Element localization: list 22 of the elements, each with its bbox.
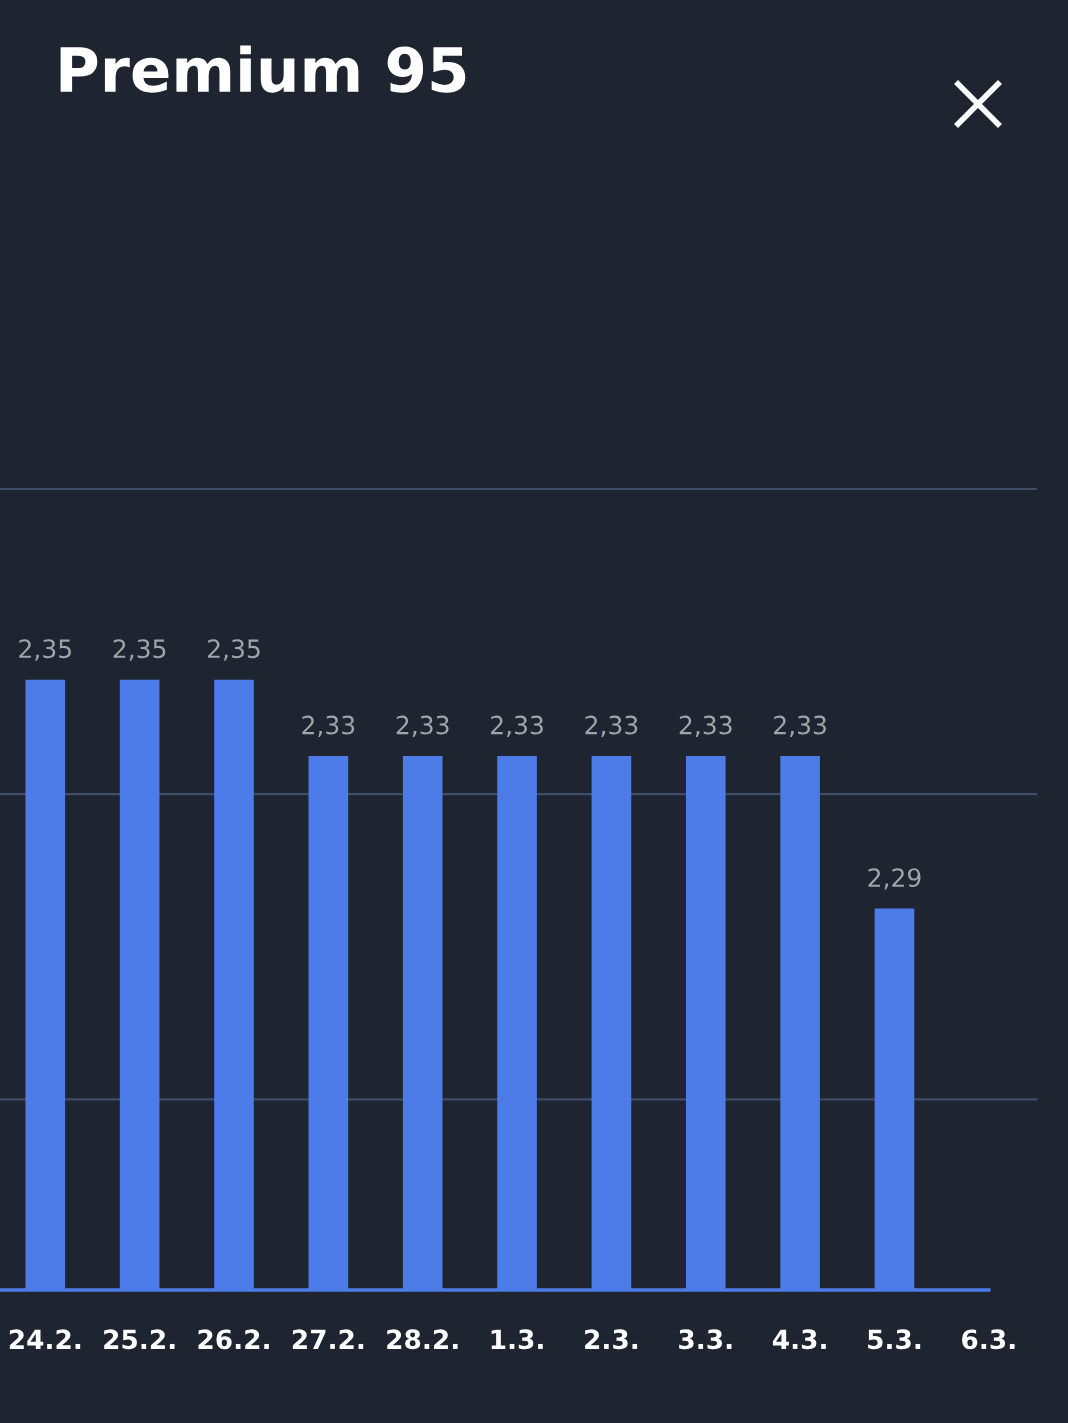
x-tick-label: 24.2. — [9, 1329, 81, 1349]
data-label: 2,29 — [868, 868, 921, 890]
chart-title: Premium 95 — [60, 45, 466, 93]
data-label: 2,33 — [491, 715, 543, 738]
x-tick-label: 25.2. — [104, 1329, 175, 1350]
data-label: 2,33 — [396, 715, 449, 738]
data-label: 2,35 — [113, 639, 166, 661]
x-tick-label: 28.2. — [387, 1329, 458, 1350]
data-label: 2,33 — [679, 715, 732, 738]
x-tick-label: 27.2. — [292, 1329, 364, 1349]
x-tick-label: 26.2. — [198, 1329, 269, 1350]
data-label: 2,35 — [208, 639, 260, 661]
data-label: 2,33 — [585, 715, 638, 738]
x-tick-label: 2.3. — [585, 1329, 638, 1350]
x-tick-label: 3.3. — [679, 1329, 732, 1350]
x-tick-label: 1.3. — [491, 1329, 543, 1350]
x-tick-label: 5.3. — [868, 1329, 921, 1350]
data-label: 2,35 — [19, 639, 71, 661]
data-label: 2,33 — [774, 715, 826, 738]
x-tick-label: 6.3. — [962, 1329, 1015, 1350]
x-tick-label: 4.3. — [772, 1329, 826, 1350]
data-label: 2,33 — [302, 715, 355, 738]
